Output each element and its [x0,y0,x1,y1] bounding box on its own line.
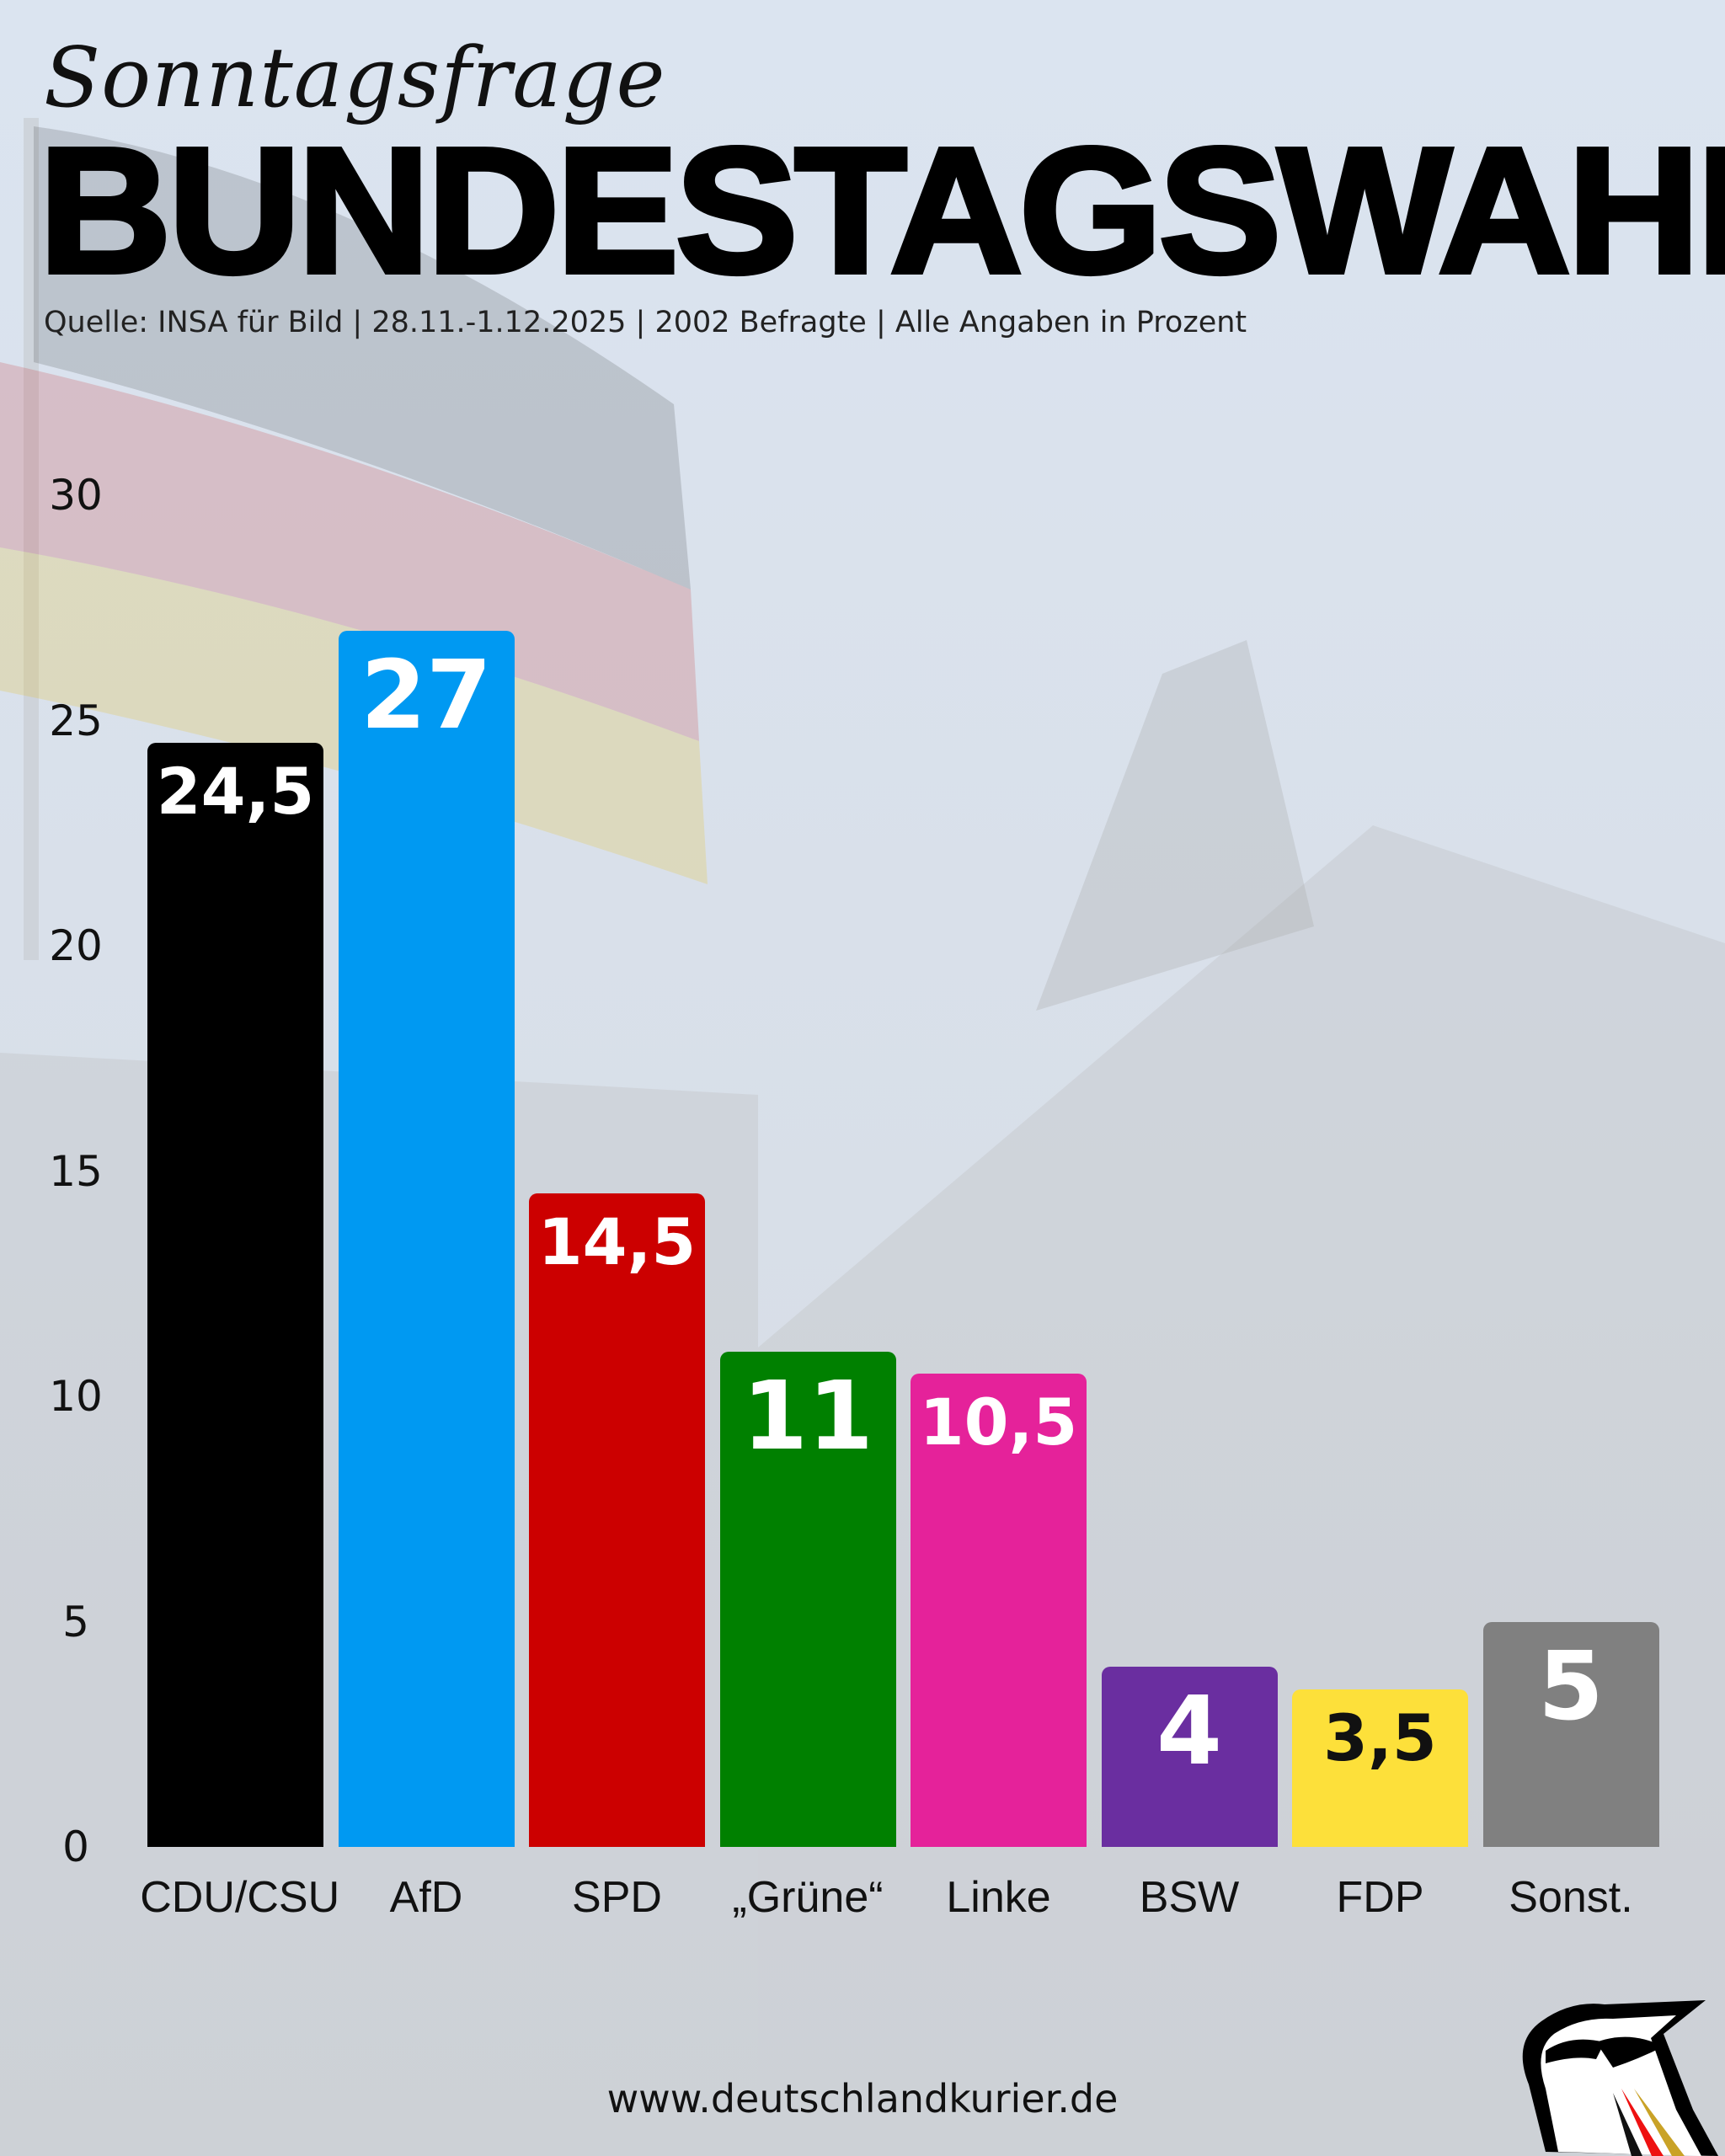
y-tick-label: 30 [49,471,103,520]
bar [1292,1689,1468,1847]
y-tick-label: 10 [49,1372,103,1421]
bar-value-label: 3,5 [1323,1700,1437,1775]
bar-value-label: 10,5 [919,1385,1078,1460]
bar-value-label: 4 [1156,1677,1222,1786]
category-label: Linke [946,1873,1051,1922]
bar [911,1374,1087,1847]
bar-value-label: 11 [742,1361,873,1471]
category-label: CDU/CSU [140,1873,340,1922]
bar [719,1351,896,1847]
bar [529,1193,705,1847]
y-tick-label: 15 [49,1146,103,1196]
category-label: BSW [1139,1873,1240,1922]
source-line: Quelle: INSA für Bild | 28.11.-1.12.2025… [44,306,1247,339]
website-url[interactable]: www.deutschlandkurier.de [606,2076,1119,2121]
chart-title: BUNDESTAGSWAHL [36,110,1725,310]
bar-value-label: 14,5 [537,1204,697,1280]
bar-value-label: 24,5 [156,754,315,830]
chart-subtitle: Sonntagsfrage [44,30,666,126]
bar [147,743,323,1847]
category-label: „Grüne“ [732,1873,884,1922]
category-label: FDP [1336,1873,1424,1922]
bar-value-label: 5 [1538,1631,1604,1742]
y-tick-label: 20 [49,921,103,970]
y-tick-label: 0 [62,1822,89,1871]
bar [338,630,515,1847]
category-label: AfD [389,1873,463,1922]
category-label: Sonst. [1509,1873,1633,1922]
y-tick-label: 5 [62,1597,89,1646]
y-tick-label: 25 [49,696,103,745]
bar [1482,1621,1659,1847]
eagle-logo-icon [1522,2000,1718,2156]
bar-value-label: 27 [360,640,492,750]
category-label: SPD [572,1873,662,1922]
bar [1101,1667,1278,1847]
